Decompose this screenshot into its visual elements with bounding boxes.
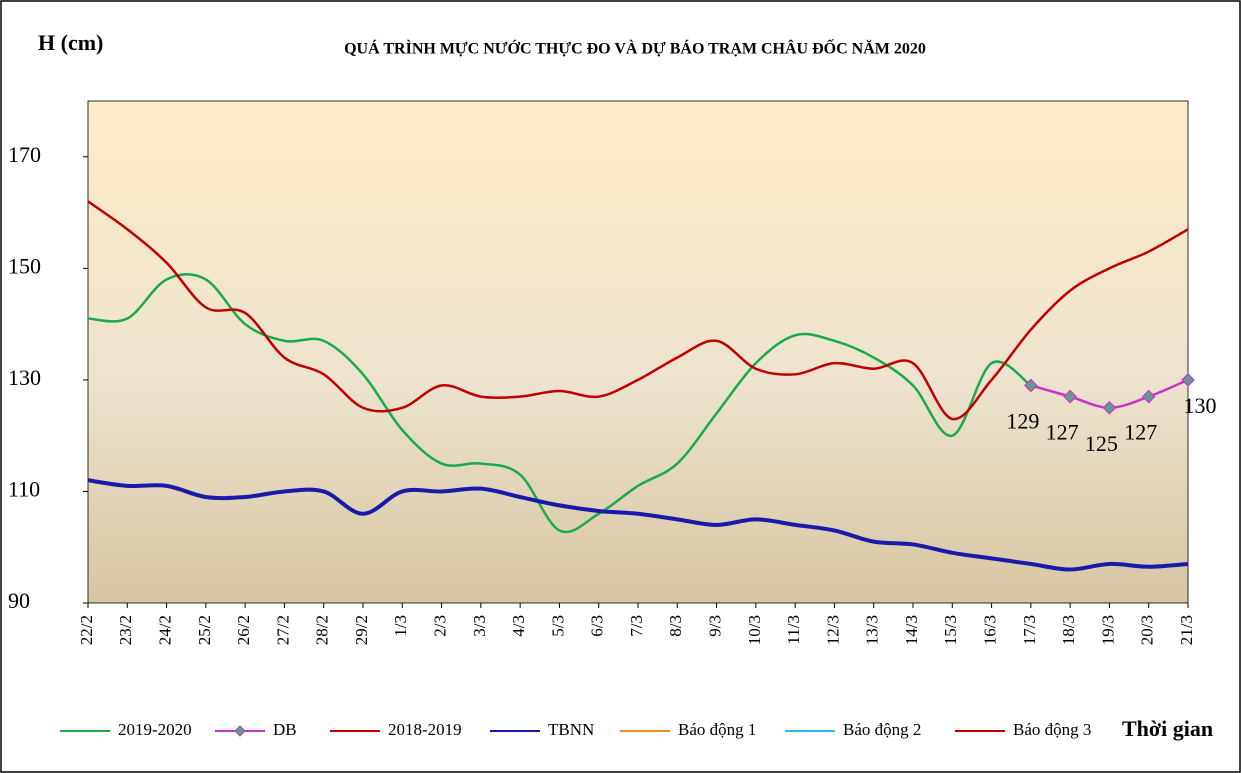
x-tick-label: 2/3 xyxy=(430,615,449,637)
data-label: 125 xyxy=(1085,431,1118,456)
chart-title: QUÁ TRÌNH MỰC NƯỚC THỰC ĐO VÀ DỰ BÁO TRẠ… xyxy=(344,38,926,58)
point-marker xyxy=(1141,389,1156,404)
x-tick-label: 29/2 xyxy=(352,615,371,645)
x-tick-label: 5/3 xyxy=(548,615,567,637)
x-tick-label: 27/2 xyxy=(273,615,292,645)
x-tick-label: 13/3 xyxy=(863,615,882,645)
data-label: 127 xyxy=(1124,420,1157,445)
x-tick-label: 4/3 xyxy=(509,615,528,637)
series-line xyxy=(87,200,1189,421)
x-tick-label: 18/3 xyxy=(1059,615,1078,645)
x-tick-label: 26/2 xyxy=(234,615,253,645)
x-tick-label: 19/3 xyxy=(1098,615,1117,645)
legend-label: Báo động 3 xyxy=(1013,720,1091,739)
x-tick-label: 15/3 xyxy=(941,615,960,645)
x-tick-label: 28/2 xyxy=(313,615,332,645)
y-tick-label: 130 xyxy=(8,365,41,390)
y-tick-label: 110 xyxy=(8,476,40,501)
legend-label: Báo động 2 xyxy=(843,720,921,739)
x-tick-label: 14/3 xyxy=(902,615,921,645)
point-marker xyxy=(1102,400,1117,415)
legend-label: DB xyxy=(273,720,297,739)
legend-label: 2019-2020 xyxy=(118,720,192,739)
x-tick-label: 22/2 xyxy=(77,615,96,645)
y-tick-label: 150 xyxy=(8,253,41,278)
x-axis-label: Thời gian xyxy=(1122,716,1213,741)
x-tick-label: 6/3 xyxy=(588,615,607,637)
data-label: 130 xyxy=(1184,393,1217,418)
legend-marker xyxy=(234,725,246,737)
x-tick-label: 10/3 xyxy=(745,615,764,645)
x-tick-label: 24/2 xyxy=(155,615,174,645)
x-tick-label: 9/3 xyxy=(705,615,724,637)
y-tick-label: 170 xyxy=(8,142,41,167)
x-tick-label: 23/2 xyxy=(116,615,135,645)
x-tick-label: 16/3 xyxy=(980,615,999,645)
x-tick-label: 17/3 xyxy=(1020,615,1039,645)
point-marker xyxy=(1024,378,1038,393)
x-tick-label: 25/2 xyxy=(195,615,214,645)
x-tick-label: 21/3 xyxy=(1177,615,1196,645)
legend-label: Báo động 1 xyxy=(678,720,756,739)
data-label: 127 xyxy=(1046,420,1079,445)
plot-area xyxy=(87,100,1189,604)
x-tick-label: 1/3 xyxy=(391,615,410,637)
point-marker xyxy=(1181,373,1195,387)
y-axis-label: H (cm) xyxy=(38,30,103,55)
x-tick-label: 8/3 xyxy=(666,615,685,637)
legend-label: TBNN xyxy=(548,720,594,739)
legend-label: 2018-2019 xyxy=(388,720,462,739)
x-tick-label: 20/3 xyxy=(1138,615,1157,645)
x-tick-label: 12/3 xyxy=(823,615,842,645)
series-line xyxy=(87,478,1189,572)
series-line xyxy=(87,273,1032,534)
y-tick-label: 90 xyxy=(8,588,30,613)
x-tick-label: 11/3 xyxy=(784,615,803,645)
x-tick-label: 3/3 xyxy=(470,615,489,637)
point-marker xyxy=(1063,389,1077,404)
data-label: 129 xyxy=(1006,409,1039,434)
x-tick-label: 7/3 xyxy=(627,615,646,637)
